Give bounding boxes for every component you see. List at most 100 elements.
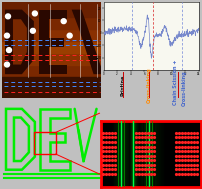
Bar: [167, 121, 169, 187]
Bar: [129, 121, 131, 187]
Bar: [135, 121, 137, 187]
Bar: [129, 121, 131, 187]
Bar: [108, 121, 110, 187]
Bar: [132, 121, 133, 187]
Bar: [154, 121, 156, 187]
Bar: [148, 121, 150, 187]
Circle shape: [67, 33, 72, 38]
Bar: [131, 121, 132, 187]
Bar: [132, 121, 134, 187]
Bar: [155, 121, 157, 187]
Bar: [129, 121, 130, 187]
Bar: [114, 121, 116, 187]
Bar: [112, 121, 113, 187]
Bar: [157, 121, 158, 187]
Bar: [129, 121, 131, 187]
Bar: [136, 121, 137, 187]
Bar: [131, 121, 133, 187]
Bar: [117, 121, 119, 187]
Bar: [2, 2, 101, 7]
Circle shape: [61, 19, 66, 24]
Polygon shape: [39, 10, 66, 74]
Bar: [133, 121, 134, 187]
Bar: [136, 121, 137, 187]
Circle shape: [32, 11, 37, 16]
Bar: [121, 121, 123, 187]
Bar: [159, 121, 161, 187]
Circle shape: [5, 14, 11, 19]
Bar: [126, 121, 128, 187]
Bar: [124, 121, 126, 187]
Bar: [2, 0, 101, 5]
Bar: [133, 121, 135, 187]
Bar: [158, 121, 160, 187]
Bar: [112, 121, 114, 187]
Bar: [2, 17, 101, 29]
Bar: [140, 121, 142, 187]
Bar: [115, 121, 116, 187]
Bar: [122, 121, 124, 187]
Bar: [146, 121, 147, 187]
Bar: [116, 121, 117, 187]
Bar: [34, 132, 56, 154]
Polygon shape: [13, 19, 27, 65]
Bar: [127, 121, 128, 187]
Circle shape: [4, 62, 9, 67]
Bar: [151, 121, 153, 187]
Bar: [2, 53, 101, 65]
Bar: [130, 121, 132, 187]
Circle shape: [4, 33, 9, 38]
Text: Pristine: Pristine: [120, 74, 124, 96]
Bar: [162, 121, 164, 187]
Bar: [109, 121, 110, 187]
Bar: [131, 121, 133, 187]
Bar: [150, 121, 151, 187]
Bar: [124, 121, 125, 187]
Bar: [138, 121, 139, 187]
Bar: [130, 121, 132, 187]
Bar: [163, 121, 165, 187]
Bar: [125, 121, 127, 187]
Bar: [142, 121, 143, 187]
Bar: [128, 121, 129, 187]
Bar: [143, 121, 144, 187]
Bar: [128, 121, 129, 187]
Bar: [131, 121, 132, 187]
Bar: [130, 121, 131, 187]
Bar: [161, 121, 162, 187]
Bar: [132, 121, 134, 187]
Polygon shape: [5, 10, 34, 74]
Bar: [135, 121, 136, 187]
Bar: [133, 121, 135, 187]
Bar: [136, 121, 138, 187]
Bar: [135, 121, 136, 187]
Bar: [2, 5, 101, 17]
Bar: [2, 41, 101, 53]
Bar: [128, 121, 129, 187]
Bar: [128, 121, 129, 187]
Bar: [2, 29, 101, 41]
Text: Cross-linking: Cross-linking: [181, 70, 186, 105]
Text: Cross-linking: Cross-linking: [146, 67, 151, 103]
Bar: [133, 121, 135, 187]
Bar: [2, 65, 101, 77]
Bar: [136, 121, 138, 187]
Bar: [130, 121, 132, 187]
Bar: [129, 121, 130, 187]
Bar: [120, 121, 121, 187]
Text: Chain Scission +: Chain Scission +: [172, 60, 177, 105]
Polygon shape: [71, 10, 103, 74]
Bar: [119, 121, 120, 187]
Bar: [134, 121, 136, 187]
Circle shape: [30, 28, 35, 33]
Bar: [132, 121, 134, 187]
Bar: [166, 121, 168, 187]
Bar: [132, 121, 134, 187]
Bar: [147, 121, 149, 187]
Bar: [2, 77, 101, 98]
Bar: [131, 121, 133, 187]
Bar: [144, 121, 146, 187]
Bar: [134, 121, 135, 187]
Bar: [110, 121, 112, 187]
Bar: [135, 121, 136, 187]
